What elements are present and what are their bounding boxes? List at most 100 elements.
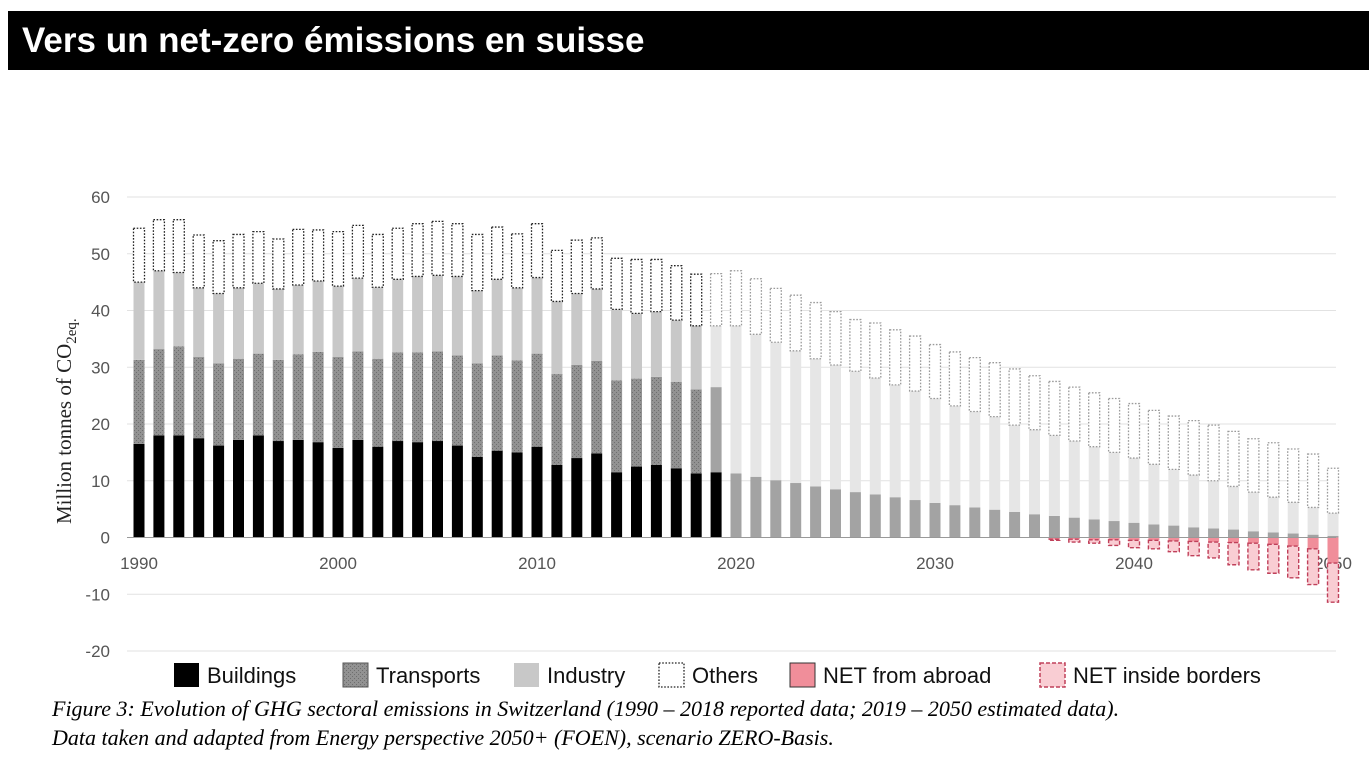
bar-segment xyxy=(1188,527,1200,538)
bar-segment xyxy=(810,358,822,487)
bar-segment xyxy=(591,361,603,454)
bar-segment xyxy=(790,350,802,484)
bar-segment xyxy=(1247,531,1259,538)
legend-label: Industry xyxy=(547,663,625,688)
bar-segment xyxy=(491,279,503,356)
bar-segment xyxy=(670,265,683,321)
bar-segment xyxy=(610,257,623,311)
bar-segment xyxy=(611,309,623,381)
bar-segment xyxy=(551,464,563,538)
bar-segment xyxy=(173,272,185,347)
bar-segment xyxy=(431,220,444,276)
bar-segment xyxy=(412,442,424,538)
bar-segment xyxy=(1029,429,1040,515)
bar-segment xyxy=(451,276,463,356)
bar-segment xyxy=(670,468,682,538)
bar-segment xyxy=(650,311,662,377)
bar-segment xyxy=(1008,368,1021,426)
bar-segment xyxy=(1306,548,1320,586)
bar-segment xyxy=(889,329,902,386)
bar-segment xyxy=(650,258,663,313)
bar-segment xyxy=(232,233,245,289)
legend-label: NET from abroad xyxy=(823,663,991,688)
bar-segment xyxy=(591,453,603,538)
bar-segment xyxy=(511,360,523,453)
bar-segment xyxy=(432,351,443,442)
bar-segment xyxy=(1127,539,1141,549)
bar-segment xyxy=(948,351,962,407)
bar-segment xyxy=(1188,537,1200,542)
y-axis-label-main: Million tonnes of CO xyxy=(52,344,76,524)
bar-segment xyxy=(1287,502,1299,534)
x-tick-label: 1990 xyxy=(120,554,158,573)
bar-segment xyxy=(730,473,742,538)
bar-segment xyxy=(153,270,165,350)
bar-segment xyxy=(591,288,603,362)
bar-segment xyxy=(909,391,921,501)
bar-segment xyxy=(1088,537,1100,540)
bar-segment xyxy=(1326,467,1340,514)
bar-segment xyxy=(371,233,384,288)
bar-segment xyxy=(1168,537,1180,541)
bar-segment xyxy=(1227,541,1240,566)
y-tick-label: 0 xyxy=(101,529,110,548)
bar-segment xyxy=(1009,425,1021,512)
y-tick-label: 60 xyxy=(91,188,110,207)
bar-segment xyxy=(432,275,443,352)
bars xyxy=(132,219,1340,603)
bar-segment xyxy=(690,389,702,474)
bar-segment xyxy=(949,405,961,506)
bar-segment xyxy=(1068,538,1081,543)
bar-segment xyxy=(1207,541,1220,559)
bar-segment xyxy=(1287,537,1299,547)
bar-segment xyxy=(153,435,165,538)
bar-segment xyxy=(1088,446,1100,520)
bar-segment xyxy=(133,359,145,444)
bar-segment xyxy=(1247,438,1260,493)
bar-segment xyxy=(412,352,424,443)
legend-swatch xyxy=(514,663,539,687)
bar-segment xyxy=(1107,397,1121,454)
bar-segment xyxy=(193,357,205,439)
figure-caption: Figure 3: Evolution of GHG sectoral emis… xyxy=(52,694,1352,752)
legend-swatch xyxy=(789,662,816,688)
bar-segment xyxy=(471,290,483,364)
bar-segment xyxy=(611,472,623,538)
bar-segment xyxy=(332,447,344,538)
bar-segment xyxy=(551,374,563,465)
legend-label: Others xyxy=(692,663,758,688)
bar-segment xyxy=(1148,464,1160,525)
bar-segment xyxy=(292,439,304,538)
bar-segment xyxy=(510,233,524,289)
bar-segment xyxy=(611,380,623,473)
bar-segment xyxy=(969,411,981,508)
bar-segment xyxy=(1048,435,1060,516)
bar-segment xyxy=(810,486,822,538)
bar-segment xyxy=(1267,532,1279,538)
bar-segment xyxy=(1087,539,1101,544)
bar-segment xyxy=(1009,511,1021,538)
bar-segment xyxy=(133,443,145,538)
bar-segment xyxy=(1208,528,1220,538)
bar-segment xyxy=(631,313,642,379)
bar-segment xyxy=(750,476,762,538)
bar-segment xyxy=(690,273,703,327)
y-tick-label: 20 xyxy=(91,415,110,434)
bar-segment xyxy=(750,334,762,477)
bar-segment xyxy=(531,446,543,538)
legend-swatch xyxy=(658,662,685,688)
bar-segment xyxy=(1208,480,1220,529)
bar-segment xyxy=(252,230,265,284)
bar-segment xyxy=(1068,386,1081,442)
bar-segment xyxy=(1128,458,1140,523)
bar-segment xyxy=(650,376,662,465)
bar-segment xyxy=(1327,535,1339,538)
x-tick-label: 2010 xyxy=(518,554,556,573)
bar-segment xyxy=(729,270,743,327)
bar-segment xyxy=(989,509,1001,538)
legend-label: NET inside borders xyxy=(1073,663,1261,688)
bar-segment xyxy=(531,353,543,447)
bar-segment xyxy=(451,355,463,446)
bar-segment xyxy=(1307,534,1319,538)
bar-segment xyxy=(1247,542,1260,571)
